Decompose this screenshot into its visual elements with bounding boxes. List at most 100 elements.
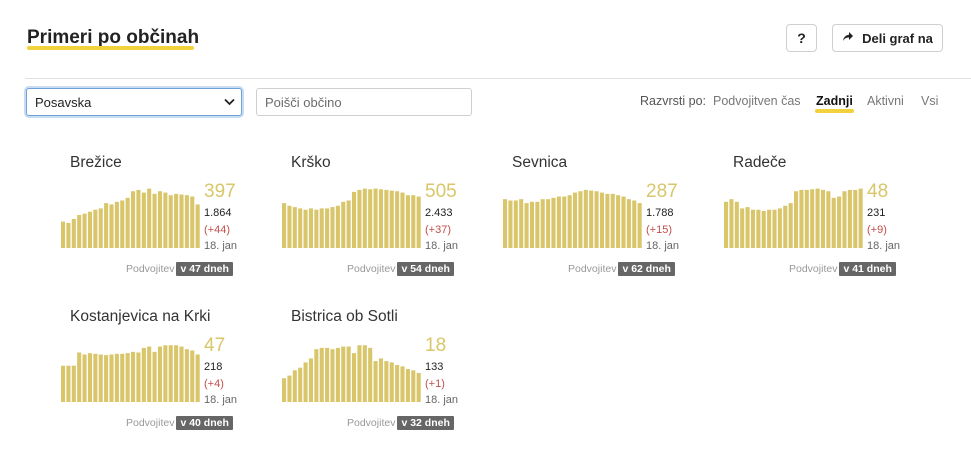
municipality-card[interactable]: Bistrica ob Sotli 18 133 (+1) 18. jan Podvoji… xyxy=(282,308,471,448)
chart-bar xyxy=(853,189,858,248)
municipality-card[interactable]: Kostanjevica na Krki 47 218 (+4) 18. jan Podv… xyxy=(61,308,250,448)
chart-bar xyxy=(114,353,119,402)
chart-bar xyxy=(842,191,847,248)
chart-bar xyxy=(373,361,378,402)
chart-bar xyxy=(125,197,130,248)
date-label: 18. jan xyxy=(204,394,238,406)
search-input[interactable] xyxy=(256,88,472,116)
chart-bar xyxy=(314,349,319,402)
sort-option-active[interactable]: Aktivni xyxy=(867,94,904,108)
municipality-card[interactable]: Radeče 48 231 (+9) 18. jan Podvojitev v 41 dne… xyxy=(724,154,913,294)
chart-bar xyxy=(529,201,534,248)
chart-bar xyxy=(163,192,168,248)
date-label: 18. jan xyxy=(204,240,238,252)
chart-bar xyxy=(632,200,637,248)
chart-bar xyxy=(287,205,292,248)
chart-bar xyxy=(125,353,130,402)
sort-option-doubling[interactable]: Podvojitven čas xyxy=(713,94,801,108)
chart-bar xyxy=(556,196,561,248)
chart-bar xyxy=(147,188,152,248)
sort-option-latest[interactable]: Zadnji xyxy=(815,94,854,113)
active-cases-value: 48 xyxy=(867,181,889,202)
page-title: Primeri po občinah xyxy=(27,27,200,48)
doubling-badge: v 41 dneh xyxy=(839,262,896,276)
chart-bar xyxy=(378,189,383,248)
chart-bar xyxy=(298,367,303,402)
chart-bar xyxy=(179,346,184,402)
chart-bar xyxy=(815,188,820,248)
municipality-name: Sevnica xyxy=(512,154,568,171)
chart-bar xyxy=(357,189,362,248)
active-cases-value: 397 xyxy=(204,181,236,202)
chart-bar xyxy=(87,211,92,248)
chart-bar xyxy=(179,194,184,248)
share-button-label: Deli graf na xyxy=(862,30,933,46)
chart-bar xyxy=(400,366,405,402)
chart-bar xyxy=(308,358,313,402)
total-cases-value: 133 xyxy=(425,361,444,373)
chart-bar xyxy=(82,354,87,402)
doubling-badge: v 40 dneh xyxy=(176,416,233,430)
chart-bar xyxy=(616,195,621,248)
municipality-card[interactable]: Sevnica 287 1.788 (+15) 18. jan Podvojitev v 6… xyxy=(503,154,692,294)
chart-bar xyxy=(519,199,524,248)
chart-bar xyxy=(562,196,567,248)
chart-bar xyxy=(163,345,168,402)
chart-bar xyxy=(837,196,842,248)
chart-bar xyxy=(400,192,405,248)
chart-bar xyxy=(777,208,782,248)
chart-bar xyxy=(325,208,330,248)
municipality-card[interactable]: Brežice 397 1.864 (+44) 18. jan Podvojitev v 4… xyxy=(61,154,250,294)
chart-bar xyxy=(573,192,578,248)
chart-bar xyxy=(804,189,809,248)
chart-bar xyxy=(524,203,529,248)
chart-bar xyxy=(411,370,416,402)
municipality-bar-chart xyxy=(282,345,421,402)
municipality-name: Bistrica ob Sotli xyxy=(291,308,398,325)
daily-delta-value: (+44) xyxy=(204,224,230,236)
share-button[interactable]: Deli graf na xyxy=(832,24,943,52)
daily-delta-value: (+9) xyxy=(867,224,887,236)
chart-bar xyxy=(389,190,394,248)
chart-bar xyxy=(567,195,572,248)
chart-bar xyxy=(368,347,373,402)
chart-bar xyxy=(93,209,98,248)
chart-bar xyxy=(114,201,119,248)
sort-option-all[interactable]: Vsi xyxy=(921,94,939,108)
chart-bar xyxy=(729,199,734,248)
chart-bar xyxy=(147,346,152,402)
chevron-down-icon xyxy=(224,98,235,106)
help-button[interactable]: ? xyxy=(786,24,817,52)
active-cases-value: 505 xyxy=(425,181,457,202)
chart-bar xyxy=(589,190,594,248)
chart-bar xyxy=(77,215,82,248)
doubling-info: Podvojitev v 40 dneh xyxy=(126,416,233,430)
municipality-card[interactable]: Krško 505 2.433 (+37) 18. jan Podvojitev v 54 … xyxy=(282,154,471,294)
chart-bar xyxy=(104,355,109,402)
doubling-info: Podvojitev v 41 dneh xyxy=(789,262,896,276)
chart-bar xyxy=(330,349,335,402)
chart-bar xyxy=(152,351,157,402)
chart-bar xyxy=(319,208,324,248)
region-select-value: Posavska xyxy=(35,94,92,110)
doubling-info: Podvojitev v 54 dneh xyxy=(347,262,454,276)
doubling-label: Podvojitev xyxy=(568,263,617,275)
total-cases-value: 2.433 xyxy=(425,207,453,219)
chart-bar xyxy=(352,353,357,402)
chart-bar xyxy=(93,353,98,402)
chart-bar xyxy=(826,191,831,248)
doubling-label: Podvojitev xyxy=(789,263,838,275)
date-label: 18. jan xyxy=(646,240,680,252)
chart-bar xyxy=(373,188,378,248)
chart-bar xyxy=(71,365,76,402)
chart-bar xyxy=(357,345,362,402)
total-cases-value: 1.864 xyxy=(204,207,232,219)
chart-bar xyxy=(141,192,146,248)
chart-bar xyxy=(405,369,410,402)
region-select[interactable]: Posavska xyxy=(26,88,242,116)
chart-bar xyxy=(61,221,66,248)
chart-bar xyxy=(734,201,739,248)
chart-bar xyxy=(513,200,518,248)
doubling-info: Podvojitev v 47 dneh xyxy=(126,262,233,276)
chart-bar xyxy=(599,192,604,248)
